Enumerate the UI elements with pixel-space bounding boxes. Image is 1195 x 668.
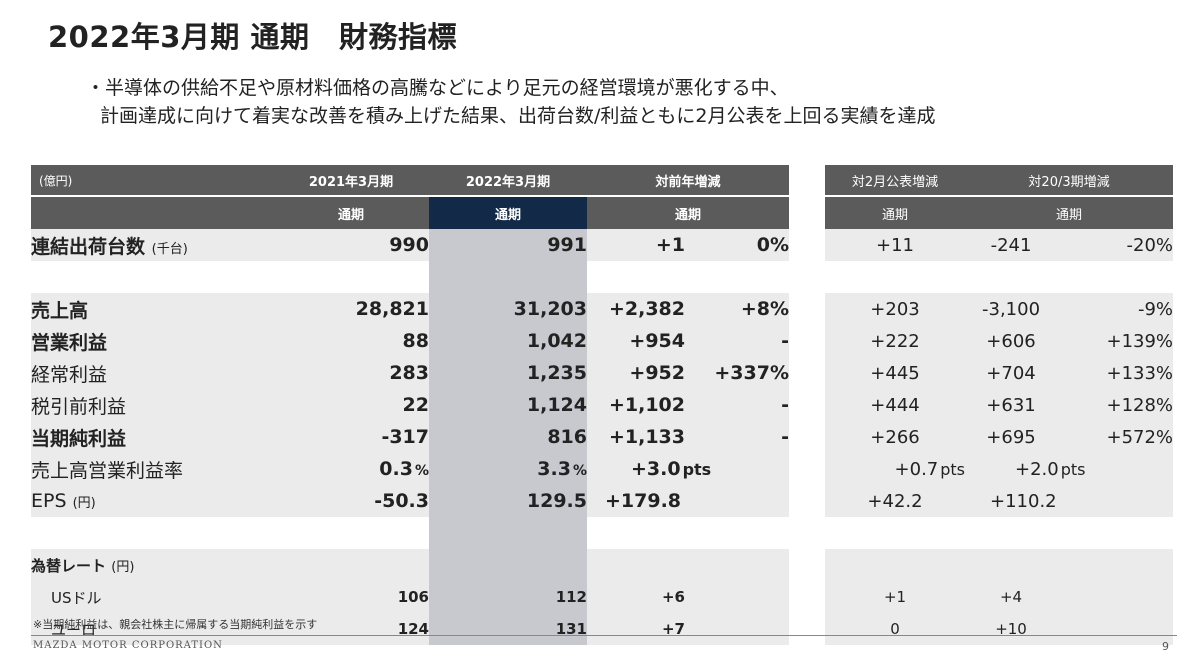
bullet-line-1: ・半導体の供給不足や原材料価格の高騰などにより足元の経営環境が悪化する中、 bbox=[86, 77, 789, 99]
table-row: 経常利益 283 1,235 +952 +337% +445 +704 +133… bbox=[31, 357, 1174, 389]
row-label: 売上高営業利益率 bbox=[31, 453, 273, 485]
header-row-periods: (億円) 2021年3月期 2022年3月期 対前年増減 対2月公表増減 対20… bbox=[31, 165, 1174, 197]
sub-vs-feb: 通期 bbox=[825, 197, 966, 229]
page-number: 9 bbox=[1162, 640, 1169, 653]
table-row: USドル 106 112 +6 +1 +4 bbox=[31, 581, 1174, 613]
table-row: 売上高営業利益率 0.3% 3.3% +3.0 pts +0.7 pts +2.0 p… bbox=[31, 453, 1174, 485]
table-row: ユーロ 124 131 +7 0 +10 bbox=[31, 613, 1174, 645]
header-fy2021: 2021年3月期 bbox=[273, 165, 429, 197]
row-label: 税引前利益 bbox=[31, 389, 273, 421]
financial-indicators-table: (億円) 2021年3月期 2022年3月期 対前年増減 対2月公表増減 対20… bbox=[31, 165, 1174, 645]
table-row: 税引前利益 22 1,124 +1,102 - +444 +631 +128% bbox=[31, 389, 1174, 421]
row-label: EPS (円) bbox=[31, 485, 273, 517]
row-label: 当期純利益 bbox=[31, 421, 273, 453]
unit-label: (億円) bbox=[31, 165, 273, 197]
row-label: 売上高 bbox=[31, 293, 273, 325]
fx-header-row: 為替レート (円) bbox=[31, 549, 1174, 581]
table-row: EPS (円) -50.3 129.5 +179.8 +42.2 +110.2 bbox=[31, 485, 1174, 517]
sub-yoy: 通期 bbox=[587, 197, 790, 229]
table-row: 当期純利益 -317 816 +1,133 - +266 +695 +572% bbox=[31, 421, 1174, 453]
row-label: 営業利益 bbox=[31, 325, 273, 357]
fx-label: 為替レート (円) bbox=[31, 549, 273, 581]
summary-bullets: ・半導体の供給不足や原材料価格の高騰などにより足元の経営環境が悪化する中、 計画… bbox=[86, 74, 936, 130]
footnote: ※当期純利益は、親会社株主に帰属する当期純利益を示す bbox=[33, 618, 318, 631]
slide-title: 2022年3月期 通期 財務指標 bbox=[48, 20, 457, 54]
table-row: 売上高 28,821 31,203 +2,382 +8% +203 -3,100… bbox=[31, 293, 1174, 325]
footer-divider bbox=[31, 635, 1177, 636]
sub-fy2021: 通期 bbox=[273, 197, 429, 229]
header-vs-feb: 対2月公表増減 bbox=[825, 165, 966, 197]
sub-fy2022: 通期 bbox=[429, 197, 587, 229]
header-vs-fy20: 対20/3期増減 bbox=[965, 165, 1174, 197]
sub-vs-fy20: 通期 bbox=[965, 197, 1174, 229]
row-label: 連結出荷台数 (千台) bbox=[31, 229, 273, 261]
row-label: USドル bbox=[31, 581, 273, 613]
row-label: 経常利益 bbox=[31, 357, 273, 389]
header-yoy: 対前年増減 bbox=[587, 165, 790, 197]
bullet-line-2: 計画達成に向けて着実な改善を積み上げた結果、出荷台数/利益ともに2月公表を上回る… bbox=[100, 105, 936, 127]
table-row: 営業利益 88 1,042 +954 - +222 +606 +139% bbox=[31, 325, 1174, 357]
header-row-subperiod: 通期 通期 通期 通期 通期 bbox=[31, 197, 1174, 229]
row-label: ユーロ bbox=[31, 613, 273, 645]
table-row: 連結出荷台数 (千台) 990 991 +1 0% +11 -241 -20% bbox=[31, 229, 1174, 261]
company-name: MAZDA MOTOR CORPORATION bbox=[33, 640, 223, 651]
header-fy2022: 2022年3月期 bbox=[429, 165, 587, 197]
